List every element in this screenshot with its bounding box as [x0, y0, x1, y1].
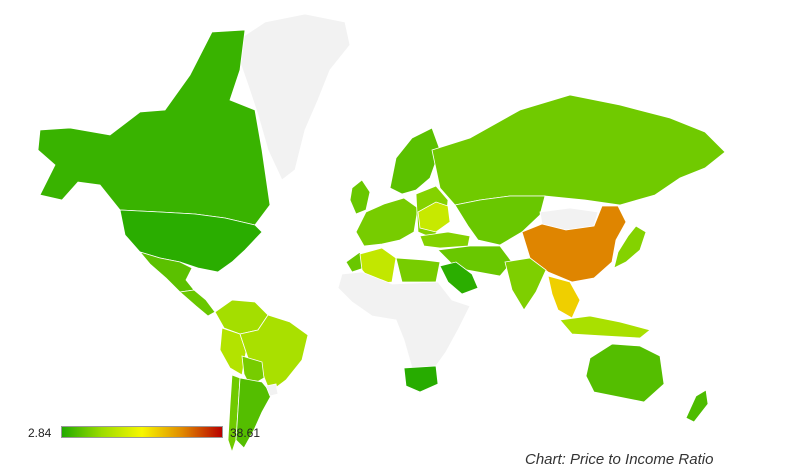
legend-color-scale: [61, 426, 223, 438]
region-africa-nodata[interactable]: [337, 271, 471, 369]
region-china[interactable]: [521, 205, 627, 283]
region-india[interactable]: [504, 257, 547, 311]
region-mexico[interactable]: [138, 251, 195, 293]
chart-caption: Chart: Price to Income Ratio: [525, 451, 714, 468]
region-ukraine[interactable]: [417, 201, 451, 233]
region-egypt-libya[interactable]: [395, 257, 441, 283]
legend-max-label: 38.61: [230, 426, 261, 440]
region-japan-korea[interactable]: [613, 225, 647, 269]
region-new-zealand[interactable]: [685, 389, 709, 423]
region-south-africa[interactable]: [403, 365, 439, 393]
region-western-europe[interactable]: [355, 197, 419, 247]
legend-min-label: 2.84: [28, 426, 52, 440]
region-uk-ireland[interactable]: [349, 179, 371, 215]
region-indonesia-philippines[interactable]: [559, 315, 651, 339]
region-kazakhstan-central-asia[interactable]: [454, 195, 546, 246]
region-argentina[interactable]: [235, 377, 273, 449]
region-canada[interactable]: [37, 29, 271, 226]
region-greenland[interactable]: [237, 13, 351, 181]
region-australia[interactable]: [585, 343, 665, 403]
region-saudi-arabia[interactable]: [439, 261, 479, 295]
region-uruguay[interactable]: [265, 383, 279, 397]
